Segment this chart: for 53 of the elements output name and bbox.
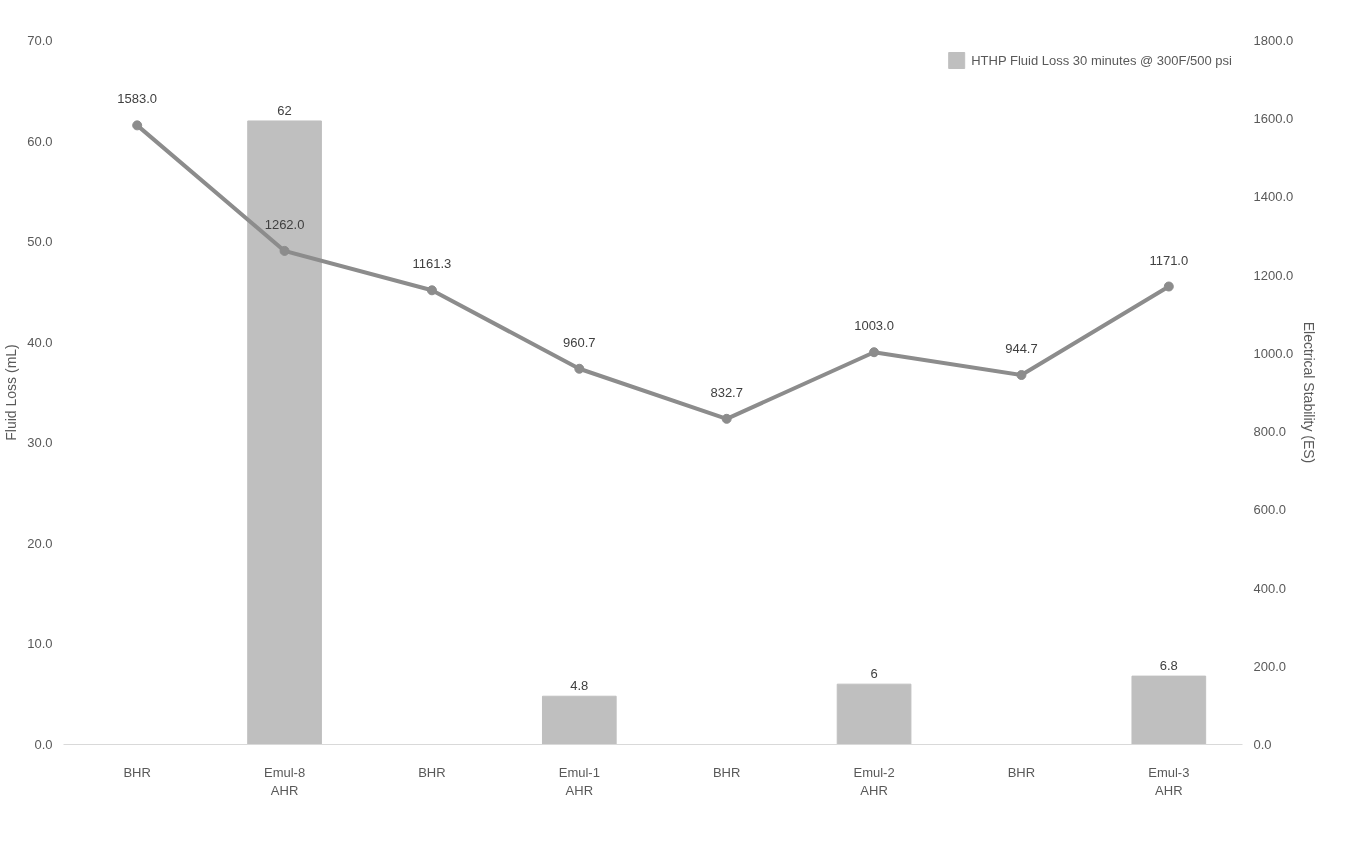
- legend-label: HTHP Fluid Loss 30 minutes @ 300F/500 psi: [971, 52, 1232, 68]
- point: [574, 363, 585, 374]
- x-tick-label: Emul-1 AHR: [558, 764, 600, 798]
- y2-tick-label: 1800.0: [1253, 33, 1294, 48]
- y2-tick-label: 1600.0: [1253, 111, 1294, 127]
- point: [132, 120, 143, 131]
- data-label: 1161.3: [412, 256, 452, 272]
- data-label: 1003.0: [854, 318, 894, 334]
- y-tick-label: 10.0: [27, 636, 53, 652]
- bar: [836, 683, 912, 745]
- x-tick-label: Emul-3 AHR: [1148, 764, 1190, 798]
- y-tick-label: 0.0: [34, 737, 53, 752]
- point: [721, 413, 732, 424]
- y2-tick-label: 1400.0: [1253, 189, 1294, 205]
- point: [869, 347, 880, 358]
- x-tick-label: BHR: [712, 764, 741, 780]
- y-tick-label: 30.0: [27, 435, 53, 451]
- x-tick-label: Emul-8 AHR: [263, 764, 306, 798]
- y2-tick-label: 400.0: [1253, 580, 1287, 596]
- y-tick-label: 60.0: [27, 133, 53, 149]
- data-label: 832.7: [710, 384, 743, 400]
- x-tick-label: BHR: [1007, 764, 1036, 780]
- point: [1163, 281, 1174, 292]
- y2-tick-label: 600.0: [1253, 502, 1287, 518]
- y2-tick-label: 800.0: [1253, 424, 1287, 440]
- data-label: 62: [277, 102, 292, 118]
- data-label: 960.7: [563, 334, 596, 350]
- y-tick-label: 70.0: [27, 33, 53, 48]
- data-label: 1583.0: [117, 91, 158, 107]
- y-tick-label: 20.0: [27, 535, 53, 551]
- y-tick-label: 50.0: [27, 234, 53, 250]
- data-label: 6.8: [1159, 658, 1178, 674]
- x-tick-label: Emul-2 AHR: [853, 764, 895, 798]
- bar: [247, 120, 322, 745]
- y2-tick-label: 200.0: [1253, 658, 1287, 674]
- y2-tick-label: 0.0: [1253, 737, 1272, 752]
- y-axis-title: Fluid Loss (mL): [3, 344, 20, 441]
- x-tick-label: BHR: [418, 764, 446, 780]
- y2-axis-title: Electrical Stability (ES): [1301, 321, 1318, 464]
- y2-tick-label: 1200.0: [1253, 267, 1294, 283]
- point: [279, 245, 290, 256]
- y2-tick-label: 1000.0: [1253, 345, 1294, 361]
- bar: [541, 695, 617, 745]
- point: [1016, 370, 1027, 381]
- point: [426, 285, 437, 296]
- bar: [1131, 675, 1207, 745]
- y-tick-label: 40.0: [27, 334, 53, 350]
- data-label: 944.7: [1005, 341, 1038, 357]
- data-label: 1262.0: [264, 216, 305, 232]
- data-label: 4.8: [570, 678, 589, 694]
- x-tick-label: BHR: [123, 764, 151, 780]
- data-label: 1171.0: [1149, 252, 1189, 268]
- data-label: 6: [870, 666, 878, 682]
